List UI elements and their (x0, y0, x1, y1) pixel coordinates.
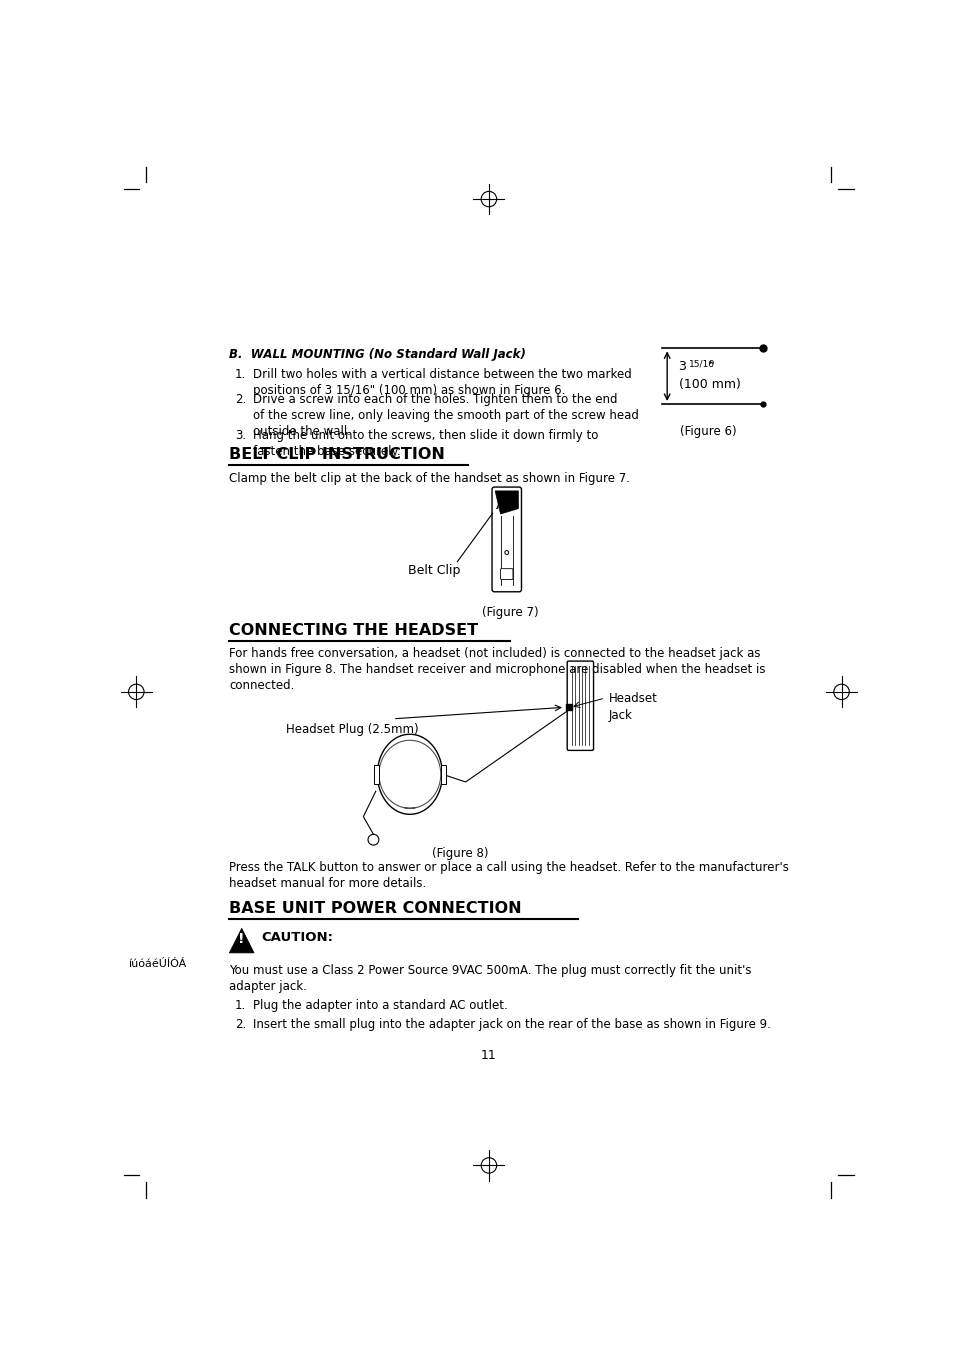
Text: (Figure 8): (Figure 8) (432, 847, 488, 861)
Polygon shape (229, 928, 253, 952)
Text: BASE UNIT POWER CONNECTION: BASE UNIT POWER CONNECTION (229, 901, 521, 916)
Text: Belt Clip: Belt Clip (407, 565, 459, 577)
Text: 3.: 3. (235, 428, 246, 442)
Polygon shape (374, 765, 378, 784)
Text: 2.: 2. (234, 1019, 246, 1031)
Polygon shape (440, 765, 445, 784)
Text: For hands free conversation, a headset (not included) is connected to the headse: For hands free conversation, a headset (… (229, 647, 765, 692)
Text: Plug the adapter into a standard AC outlet.: Plug the adapter into a standard AC outl… (253, 1000, 507, 1012)
Text: Headset Plug (2.5mm): Headset Plug (2.5mm) (286, 723, 418, 736)
Text: íúóáéÚÍÓÁ: íúóáéÚÍÓÁ (129, 959, 187, 969)
Text: B.  WALL MOUNTING (No Standard Wall Jack): B. WALL MOUNTING (No Standard Wall Jack) (229, 349, 526, 362)
Polygon shape (495, 490, 517, 513)
FancyBboxPatch shape (492, 488, 521, 592)
Text: Press the TALK button to answer or place a call using the headset. Refer to the : Press the TALK button to answer or place… (229, 861, 788, 889)
Text: Drill two holes with a vertical distance between the two marked
positions of 3 1: Drill two holes with a vertical distance… (253, 369, 631, 397)
Text: 2.: 2. (234, 393, 246, 407)
Text: Hang the unit onto the screws, then slide it down firmly to
fasten the base secu: Hang the unit onto the screws, then slid… (253, 428, 598, 458)
Text: CONNECTING THE HEADSET: CONNECTING THE HEADSET (229, 623, 477, 638)
Text: (Figure 7): (Figure 7) (482, 607, 538, 619)
FancyBboxPatch shape (567, 661, 593, 750)
FancyBboxPatch shape (500, 569, 513, 580)
Text: Clamp the belt clip at the back of the handset as shown in Figure 7.: Clamp the belt clip at the back of the h… (229, 471, 630, 485)
Text: 11: 11 (480, 1050, 497, 1062)
Text: Headset
Jack: Headset Jack (608, 692, 658, 721)
Text: (Figure 6): (Figure 6) (679, 426, 736, 439)
Text: (100 mm): (100 mm) (679, 378, 740, 390)
Text: ": " (707, 359, 714, 373)
Text: You must use a Class 2 Power Source 9VAC 500mA. The plug must correctly fit the : You must use a Class 2 Power Source 9VAC… (229, 965, 751, 993)
Text: 1.: 1. (234, 1000, 246, 1012)
Text: Drive a screw into each of the holes. Tighten them to the end
of the screw line,: Drive a screw into each of the holes. Ti… (253, 393, 638, 438)
Text: 3: 3 (679, 359, 690, 373)
Text: Insert the small plug into the adapter jack on the rear of the base as shown in : Insert the small plug into the adapter j… (253, 1019, 770, 1031)
Text: !: ! (238, 932, 245, 946)
Text: 15/16: 15/16 (688, 359, 714, 369)
Text: 1.: 1. (234, 369, 246, 381)
Text: BELT CLIP INSTRUCTION: BELT CLIP INSTRUCTION (229, 447, 445, 462)
Text: CAUTION:: CAUTION: (261, 931, 334, 944)
